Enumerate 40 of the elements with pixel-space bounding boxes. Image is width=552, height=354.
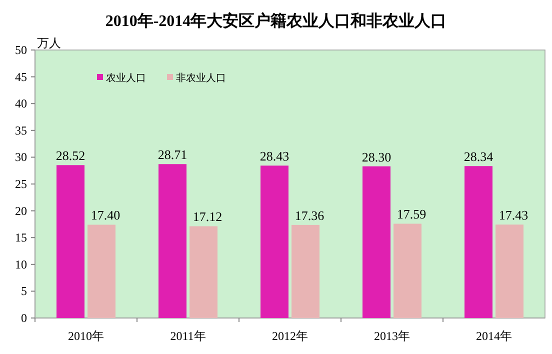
x-tick-label: 2011年 [170, 329, 206, 343]
data-label: 28.71 [158, 147, 188, 162]
data-label: 17.12 [192, 209, 222, 224]
data-label: 17.36 [294, 208, 325, 223]
x-tick-label: 2012年 [272, 329, 308, 343]
bar [464, 166, 492, 318]
bar [56, 165, 84, 318]
y-tick-label: 5 [21, 284, 27, 298]
data-label: 17.40 [90, 208, 120, 223]
bar [394, 224, 422, 318]
bar [292, 224, 320, 318]
y-tick-label: 50 [15, 43, 27, 57]
legend-label: 非农业人口 [176, 72, 226, 84]
data-label: 28.52 [56, 148, 86, 164]
data-label: 28.34 [464, 149, 494, 164]
y-tick-label: 15 [15, 230, 27, 245]
y-tick-label: 45 [15, 70, 27, 84]
data-label: 17.59 [396, 206, 426, 222]
x-tick-label: 2014年 [476, 329, 512, 343]
legend-label: 农业人口 [106, 72, 146, 84]
chart-title: 2010年-2014年大安区户籍农业人口和非农业人口 [105, 11, 447, 30]
bar [158, 164, 186, 318]
y-tick-label: 0 [21, 311, 27, 325]
bar [88, 224, 116, 318]
y-tick-label: 20 [15, 204, 27, 218]
bar [362, 166, 390, 318]
y-tick-label: 30 [15, 150, 27, 164]
x-tick-label: 2010年 [68, 329, 104, 343]
bar [190, 226, 218, 318]
bar [496, 224, 524, 318]
data-label: 28.30 [362, 149, 392, 164]
bar [260, 166, 288, 318]
y-tick-label: 25 [15, 177, 27, 191]
y-tick-label: 35 [15, 123, 27, 138]
data-label: 28.43 [260, 148, 290, 164]
x-tick-label: 2013年 [374, 329, 410, 343]
data-label: 17.43 [498, 208, 528, 223]
y-axis-title: 万人 [37, 36, 61, 50]
y-tick-label: 10 [15, 257, 27, 272]
y-tick-label: 40 [15, 96, 27, 111]
